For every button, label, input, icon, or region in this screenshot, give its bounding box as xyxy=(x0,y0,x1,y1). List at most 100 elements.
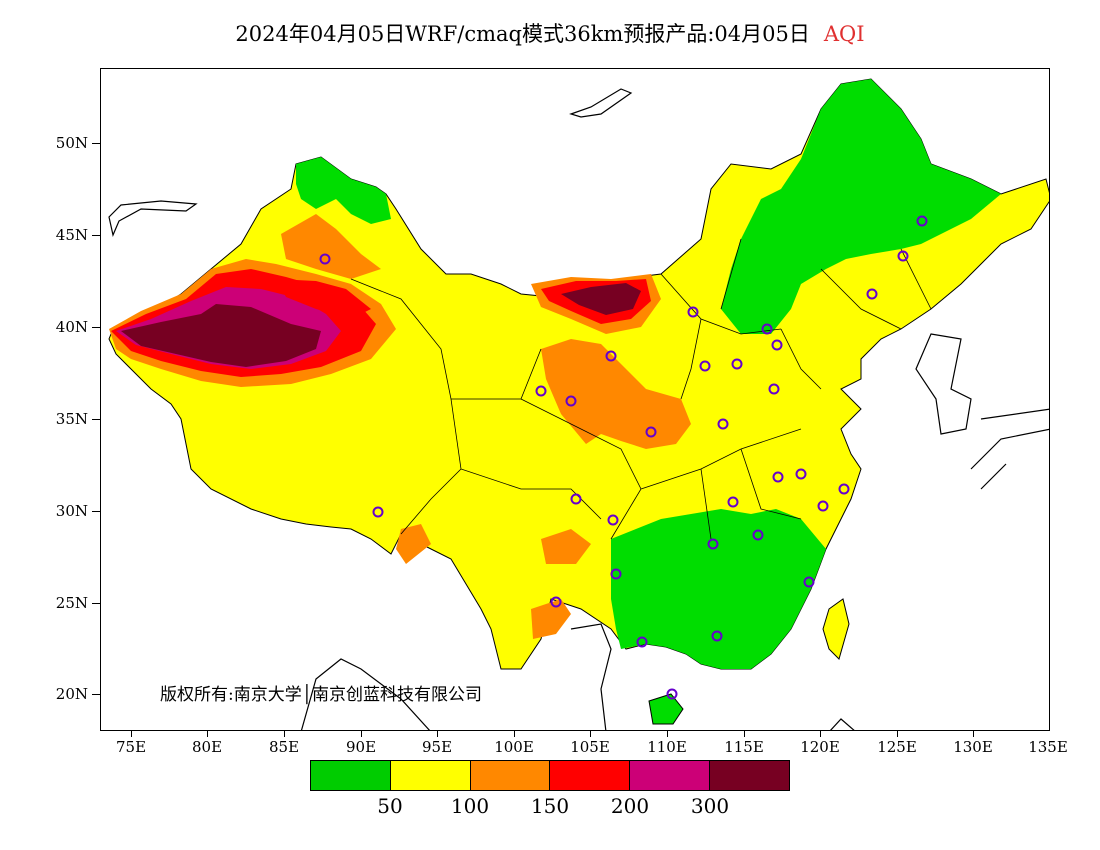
x-label-100e: 100E xyxy=(494,738,534,756)
legend-label-100: 100 xyxy=(450,794,490,818)
red-junggar xyxy=(276,279,371,319)
x-label-130e: 130E xyxy=(953,738,993,756)
city-marker-harbin xyxy=(916,215,928,227)
map-title: 2024年04月05日WRF/cmaq模式36km预报产品:04月05日 AQI xyxy=(0,18,1100,48)
maroon-inner-mongolia xyxy=(561,283,641,315)
y-tick xyxy=(92,143,100,144)
city-marker-kunming xyxy=(550,596,562,608)
lake-balkhash xyxy=(108,200,198,237)
legend-swatch-300-plus xyxy=(709,761,789,790)
green-altai xyxy=(296,157,391,224)
japan-islands xyxy=(970,408,1049,490)
city-marker-beijing xyxy=(761,323,773,335)
x-label-80e: 80E xyxy=(191,738,223,756)
x-label-135e: 135E xyxy=(1028,738,1068,756)
philippines xyxy=(830,718,855,730)
x-tick xyxy=(590,731,591,737)
y-tick xyxy=(92,327,100,328)
x-label-125e: 125E xyxy=(877,738,917,756)
city-marker-shenyang xyxy=(866,288,878,300)
city-marker-hangzhou xyxy=(817,500,829,512)
legend-swatch-100-150 xyxy=(469,761,550,790)
hainan xyxy=(648,693,684,725)
legend-swatch-0-50 xyxy=(311,761,390,790)
x-label-120e: 120E xyxy=(800,738,840,756)
city-marker-guiyang xyxy=(610,568,622,580)
x-label-95e: 95E xyxy=(421,738,453,756)
y-tick xyxy=(92,694,100,695)
city-marker-lanzhou xyxy=(565,395,577,407)
title-main: 2024年04月05日WRF/cmaq模式36km预报产品:04月05日 xyxy=(235,22,810,46)
y-tick xyxy=(92,603,100,604)
province-borders xyxy=(350,238,932,540)
x-label-105e: 105E xyxy=(570,738,610,756)
city-marker-fuzhou xyxy=(803,576,815,588)
x-tick xyxy=(897,731,898,737)
green-northeast xyxy=(721,79,1001,334)
x-tick xyxy=(361,731,362,737)
city-marker-xian xyxy=(645,426,657,438)
map-svg xyxy=(108,78,1049,730)
taiwan xyxy=(822,598,850,660)
title-variable: AQI xyxy=(823,22,865,46)
y-label-25n: 25N xyxy=(55,594,88,612)
city-markers xyxy=(319,215,928,700)
legend-label-150: 150 xyxy=(530,794,570,818)
x-tick xyxy=(131,731,132,737)
maroon-taklimakan xyxy=(121,304,321,367)
y-tick xyxy=(92,419,100,420)
city-marker-lhasa xyxy=(372,506,384,518)
city-marker-hohhot xyxy=(687,306,699,318)
aqi-forecast-map xyxy=(100,68,1050,731)
city-marker-nanchang xyxy=(752,529,764,541)
city-marker-haikou xyxy=(666,688,678,700)
korea-japan xyxy=(915,333,972,435)
x-label-90e: 90E xyxy=(345,738,377,756)
city-marker-wuhan xyxy=(727,496,739,508)
y-label-30n: 30N xyxy=(55,502,88,520)
x-tick xyxy=(437,731,438,737)
vietnam-coast xyxy=(570,623,612,730)
y-label-35n: 35N xyxy=(55,410,88,428)
copyright-text: 版权所有:南京大学│南京创蓝科技有限公司 xyxy=(160,685,482,705)
x-label-75e: 75E xyxy=(115,738,147,756)
russia-coast xyxy=(569,88,633,118)
x-tick xyxy=(667,731,668,737)
orange-central xyxy=(541,339,691,449)
y-label-50n: 50N xyxy=(55,134,88,152)
legend-label-50: 50 xyxy=(377,794,403,818)
legend-swatch-50-100 xyxy=(389,761,470,790)
city-marker-guangzhou xyxy=(711,630,723,642)
city-marker-changchun xyxy=(897,250,909,262)
city-marker-shijiazhuang xyxy=(731,358,743,370)
x-label-115e: 115E xyxy=(724,738,764,756)
city-marker-nanning xyxy=(636,636,648,648)
city-marker-nanjing xyxy=(795,468,807,480)
southeast-asia xyxy=(300,658,430,730)
city-marker-zhengzhou xyxy=(717,418,729,430)
city-marker-shanghai xyxy=(838,483,850,495)
y-label-20n: 20N xyxy=(55,685,88,703)
city-marker-chengdu xyxy=(570,493,582,505)
city-marker-changsha xyxy=(707,538,719,550)
y-label-45n: 45N xyxy=(55,226,88,244)
orange-southwest-2 xyxy=(396,524,431,564)
x-tick xyxy=(207,731,208,737)
legend-label-300: 300 xyxy=(690,794,730,818)
x-tick xyxy=(973,731,974,737)
x-label-85e: 85E xyxy=(268,738,300,756)
legend-swatch-150-200 xyxy=(549,761,630,790)
y-label-40n: 40N xyxy=(55,318,88,336)
green-south xyxy=(611,509,826,669)
orange-junggar xyxy=(281,214,381,279)
x-tick xyxy=(820,731,821,737)
x-tick xyxy=(514,731,515,737)
x-label-110e: 110E xyxy=(647,738,687,756)
orange-southwest-1 xyxy=(531,599,571,639)
y-tick xyxy=(92,511,100,512)
x-tick xyxy=(744,731,745,737)
x-tick xyxy=(284,731,285,737)
y-tick xyxy=(92,235,100,236)
orange-sichuan xyxy=(541,529,591,564)
city-marker-chongqing xyxy=(607,514,619,526)
